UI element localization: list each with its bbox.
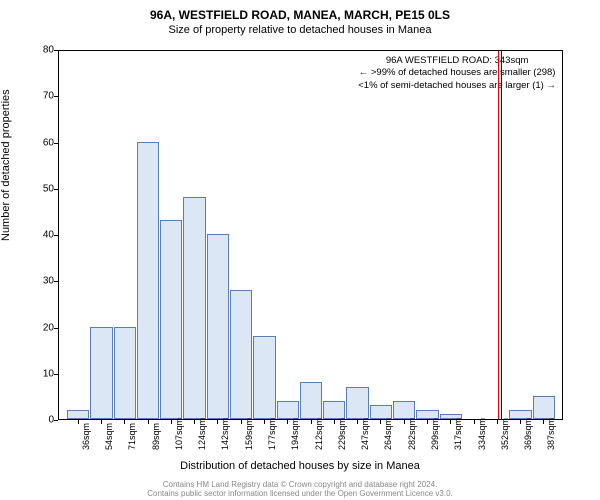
chart-title: 96A, WESTFIELD ROAD, MANEA, MARCH, PE15 … [0, 8, 600, 22]
y-tick: 50 [43, 183, 54, 194]
bar [207, 234, 229, 419]
y-tick: 70 [43, 91, 54, 102]
x-tick: 264sqm [383, 418, 393, 450]
x-tick: 54sqm [104, 423, 114, 450]
x-tick-line [78, 420, 79, 424]
x-tick: 369sqm [523, 418, 533, 450]
x-tick: 142sqm [220, 418, 230, 450]
x-tick: 177sqm [267, 418, 277, 450]
bar [183, 197, 205, 419]
marker-line [498, 51, 499, 419]
bar [253, 336, 275, 419]
bar [277, 401, 299, 420]
y-tick: 30 [43, 276, 54, 287]
footer-line1: Contains HM Land Registry data © Crown c… [0, 480, 600, 490]
x-tick-line [101, 420, 102, 424]
x-tick: 36sqm [81, 423, 91, 450]
bar [393, 401, 415, 420]
x-tick: 107sqm [174, 418, 184, 450]
y-tick: 40 [43, 230, 54, 241]
plot-area: 96A WESTFIELD ROAD: 343sqm ← >99% of det… [58, 50, 563, 420]
annotation-line1: 96A WESTFIELD ROAD: 343sqm [358, 55, 556, 67]
x-tick-line [311, 420, 312, 424]
x-tick-line [124, 420, 125, 424]
bar [533, 396, 555, 419]
x-tick-line [474, 420, 475, 424]
bar [160, 220, 182, 419]
x-tick-line [497, 420, 498, 424]
y-axis: 01020304050607080 [0, 50, 58, 420]
x-tick: 229sqm [337, 418, 347, 450]
bar [137, 142, 159, 420]
x-tick: 387sqm [546, 418, 556, 450]
x-tick-line [427, 420, 428, 424]
x-tick-line [287, 420, 288, 424]
x-tick-line [264, 420, 265, 424]
x-tick: 282sqm [407, 418, 417, 450]
x-tick-line [543, 420, 544, 424]
x-tick-line [334, 420, 335, 424]
y-tick: 60 [43, 137, 54, 148]
annotation-box: 96A WESTFIELD ROAD: 343sqm ← >99% of det… [358, 55, 556, 92]
x-tick-line [194, 420, 195, 424]
bar [323, 401, 345, 420]
x-tick-line [148, 420, 149, 424]
bar [114, 327, 136, 420]
chart-container: 96A, WESTFIELD ROAD, MANEA, MARCH, PE15 … [0, 0, 600, 500]
x-tick-line [450, 420, 451, 424]
x-tick-line [520, 420, 521, 424]
y-tick: 80 [43, 45, 54, 56]
x-tick: 317sqm [453, 418, 463, 450]
bar [300, 382, 322, 419]
bar [346, 387, 368, 419]
x-tick: 352sqm [500, 418, 510, 450]
annotation-line2: ← >99% of detached houses are smaller (2… [358, 67, 556, 79]
marker-line [501, 51, 502, 419]
x-tick: 159sqm [244, 418, 254, 450]
x-tick-line [380, 420, 381, 424]
x-tick-line [241, 420, 242, 424]
bar [67, 410, 89, 419]
x-tick: 194sqm [290, 418, 300, 450]
x-axis-label: Distribution of detached houses by size … [0, 460, 600, 472]
annotation-line3: <1% of semi-detached houses are larger (… [358, 80, 556, 92]
x-tick-line [171, 420, 172, 424]
footer-line2: Contains public sector information licen… [0, 489, 600, 499]
chart-subtitle: Size of property relative to detached ho… [0, 24, 600, 36]
x-tick: 124sqm [197, 418, 207, 450]
x-tick: 334sqm [477, 418, 487, 450]
x-tick-line [404, 420, 405, 424]
y-tick: 10 [43, 368, 54, 379]
bar [90, 327, 112, 420]
bar [230, 290, 252, 420]
bar [370, 405, 392, 419]
x-tick: 89sqm [151, 423, 161, 450]
x-tick-line [217, 420, 218, 424]
y-tick: 20 [43, 322, 54, 333]
x-tick: 247sqm [360, 418, 370, 450]
x-tick: 212sqm [314, 418, 324, 450]
footer: Contains HM Land Registry data © Crown c… [0, 480, 600, 499]
x-tick: 299sqm [430, 418, 440, 450]
x-tick-line [357, 420, 358, 424]
x-tick: 71sqm [127, 423, 137, 450]
